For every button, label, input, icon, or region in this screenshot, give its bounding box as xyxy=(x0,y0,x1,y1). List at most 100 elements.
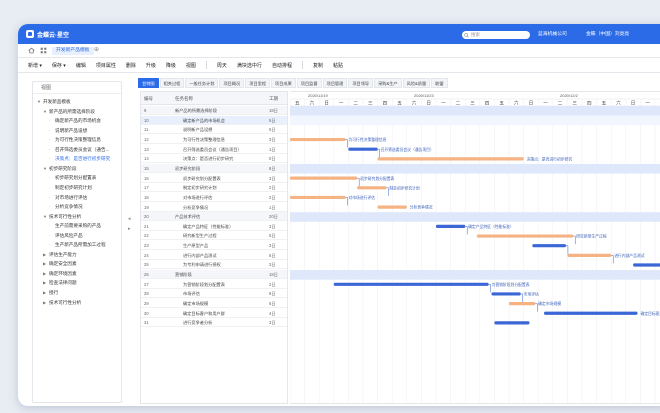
toolbar-button[interactable]: 粘贴 xyxy=(332,62,343,69)
toolbar-button[interactable]: 满块选中行 xyxy=(236,62,262,69)
caret-down-icon[interactable]: ▼ xyxy=(43,165,47,171)
sidebar-item[interactable]: · 生产新产品所需加工过程 xyxy=(33,240,106,249)
sidebar-item[interactable]: · 为可行性决策整理信息 xyxy=(33,135,101,144)
caret-right-icon[interactable]: ▶ xyxy=(43,290,47,295)
task-bar[interactable] xyxy=(348,147,378,151)
add-tab-icon[interactable]: ⊕ xyxy=(94,47,100,53)
sidebar-item[interactable]: ▼ 新产品的所需选择阶段 xyxy=(33,107,95,116)
toolbar-button[interactable]: 编辑 xyxy=(75,62,86,69)
view-tab[interactable]: 甘特图 xyxy=(138,78,159,88)
view-tab[interactable]: 项目概况 xyxy=(219,78,245,88)
table-row[interactable]: 26 营销阶段 18日 xyxy=(141,270,287,280)
sidebar-item[interactable]: ▶ 确定环境因素 xyxy=(33,269,77,278)
sidebar-item[interactable]: · 说明新产品设想 xyxy=(33,126,87,135)
sidebar-item[interactable]: ▶ 评估生产能力 xyxy=(33,250,77,259)
view-tab[interactable]: 一般任务计划 xyxy=(185,78,219,88)
view-tab[interactable]: 项目领导 xyxy=(348,78,374,88)
tab-template[interactable]: 开发新产品模板 xyxy=(52,47,94,55)
toolbar-button[interactable]: 保存 ▾ xyxy=(51,62,66,69)
brand-logo[interactable]: 金蝶云·星空 xyxy=(26,28,69,40)
sidebar-item[interactable]: · 决策点：是否进行初步研究 xyxy=(33,154,110,163)
task-bar[interactable] xyxy=(377,157,524,161)
sidebar-item[interactable]: ▶ 技术可行性分析 xyxy=(33,298,81,307)
bullet-icon[interactable]: · xyxy=(49,242,51,248)
sidebar-item[interactable]: · 确定新产品的市场机会 xyxy=(33,116,101,125)
view-tab[interactable]: 项目管理 xyxy=(322,78,348,88)
caret-right-icon[interactable]: ▶ xyxy=(43,261,47,267)
bullet-icon[interactable]: · xyxy=(49,127,51,133)
bullet-icon[interactable]: · xyxy=(49,118,51,124)
sidebar-item[interactable]: ▶ 授行 xyxy=(33,288,58,297)
view-tab[interactable]: 项目成果 xyxy=(271,78,296,88)
table-row[interactable]: 10 确定新产品的市场机会 5日 xyxy=(141,115,287,125)
task-bar[interactable] xyxy=(509,302,536,306)
task-bar[interactable] xyxy=(544,311,638,315)
table-row[interactable]: 13 召开筛选委员会议（通告项目） 1日 xyxy=(141,145,287,154)
bullet-icon[interactable]: · xyxy=(49,223,51,229)
task-bar[interactable] xyxy=(333,282,489,286)
task-bar[interactable] xyxy=(491,292,521,296)
caret-right-icon[interactable]: ▶ xyxy=(43,280,47,286)
table-row[interactable]: 27 为营销阶段划分配置表 2日 xyxy=(141,280,287,289)
caret-down-icon[interactable]: ▼ xyxy=(43,108,47,114)
view-tab[interactable]: 项目监督 xyxy=(296,78,322,88)
sidebar-item[interactable]: · 分析竞争情况 xyxy=(33,202,83,211)
toolbar-button[interactable]: 删除 xyxy=(125,62,136,69)
sidebar-item[interactable]: · 生产前需要采购的产品 xyxy=(33,221,101,230)
table-row[interactable]: 22 研究新型生产过程 5日 xyxy=(141,231,287,241)
table-row[interactable]: 14 决策点：是否进行初步研究 0日 xyxy=(141,154,287,164)
sidebar-item[interactable]: · 初步研究划分配置表 xyxy=(33,173,96,182)
table-row[interactable]: 15 初步研究阶段 8日 xyxy=(141,163,287,173)
toolbar-button[interactable]: 项目属性 xyxy=(95,62,116,69)
task-bar[interactable] xyxy=(290,176,358,180)
sidebar-item[interactable]: ▶ 确定安全因素 xyxy=(33,259,77,268)
table-row[interactable]: 11 说明新产品设想 5日 xyxy=(141,125,287,135)
toolbar-button[interactable]: 降级 xyxy=(165,62,176,69)
sidebar-item[interactable]: · 评估风险产品 xyxy=(33,231,83,240)
view-tab[interactable]: 联盟 xyxy=(431,78,448,88)
task-bar[interactable] xyxy=(532,244,566,248)
caret-right-icon[interactable]: ▶ xyxy=(43,299,47,305)
task-bar[interactable] xyxy=(494,321,530,325)
sidebar-item[interactable]: ▼ 初步研究阶段 xyxy=(33,164,77,173)
toolbar-button[interactable]: 新增 ▾ xyxy=(28,62,42,69)
task-bar[interactable] xyxy=(567,253,612,257)
search-input[interactable]: 搜索 xyxy=(462,31,530,39)
sidebar-item[interactable]: · 召开筛选委员会议（通告... xyxy=(33,145,109,154)
toolbar-button[interactable]: 视图 xyxy=(185,62,196,69)
bullet-icon[interactable]: · xyxy=(49,194,51,200)
caret-right-icon[interactable]: ▶ xyxy=(43,270,47,276)
task-bar[interactable] xyxy=(290,137,346,142)
bullet-icon[interactable]: · xyxy=(49,184,51,190)
table-row[interactable]: 25 为专利申请进行授权 3日 xyxy=(141,260,287,270)
task-bar[interactable] xyxy=(357,186,387,190)
table-row[interactable]: 19 分析竞争情况 1日 xyxy=(141,203,287,212)
bullet-icon[interactable]: · xyxy=(49,156,51,162)
table-row[interactable]: 16 初步研究划分配置表 3日 xyxy=(141,174,287,183)
table-row[interactable]: 28 市场评估 8日 xyxy=(141,289,287,299)
toolbar-button[interactable]: 自动排程 xyxy=(271,62,292,69)
bullet-icon[interactable]: · xyxy=(49,175,51,181)
table-row[interactable]: 17 制定初步研究计划 2日 xyxy=(141,183,287,193)
bullet-icon[interactable]: · xyxy=(49,232,51,238)
toolbar-button[interactable]: 复制 xyxy=(312,62,323,69)
table-row[interactable]: 18 对市场进行评估 2日 xyxy=(141,193,287,202)
table-row[interactable]: 23 生产原型产品 3日 xyxy=(141,241,287,251)
table-row[interactable]: 20 产品技术评估 20日 xyxy=(141,212,287,222)
task-bar[interactable] xyxy=(290,195,346,200)
caret-down-icon[interactable]: ▼ xyxy=(37,99,41,104)
task-bar[interactable] xyxy=(633,263,660,267)
toolbar-button[interactable]: 升级 xyxy=(145,62,156,69)
table-row[interactable]: 21 确定产品特征（性能标准） 3日 xyxy=(141,222,287,231)
task-bar[interactable] xyxy=(436,224,466,228)
view-tab[interactable]: 相关过程 xyxy=(159,78,185,88)
collapse-handle[interactable]: ◂ ▸ xyxy=(128,216,131,232)
task-bar[interactable] xyxy=(476,234,574,238)
grid-icon[interactable] xyxy=(40,47,47,54)
view-tab[interactable]: 采购&生产 xyxy=(374,78,402,88)
sidebar-item[interactable]: ▼ 开发新品模板 xyxy=(33,97,71,106)
user-menu[interactable]: 金蝶（中国）刘亮亮 xyxy=(586,32,630,37)
table-row[interactable]: 31 进行竞争者分析 3日 xyxy=(141,318,287,328)
caret-down-icon[interactable]: ▼ xyxy=(43,213,47,219)
table-row[interactable]: 9 新产品的所需选择阶段 18日 xyxy=(141,106,287,115)
